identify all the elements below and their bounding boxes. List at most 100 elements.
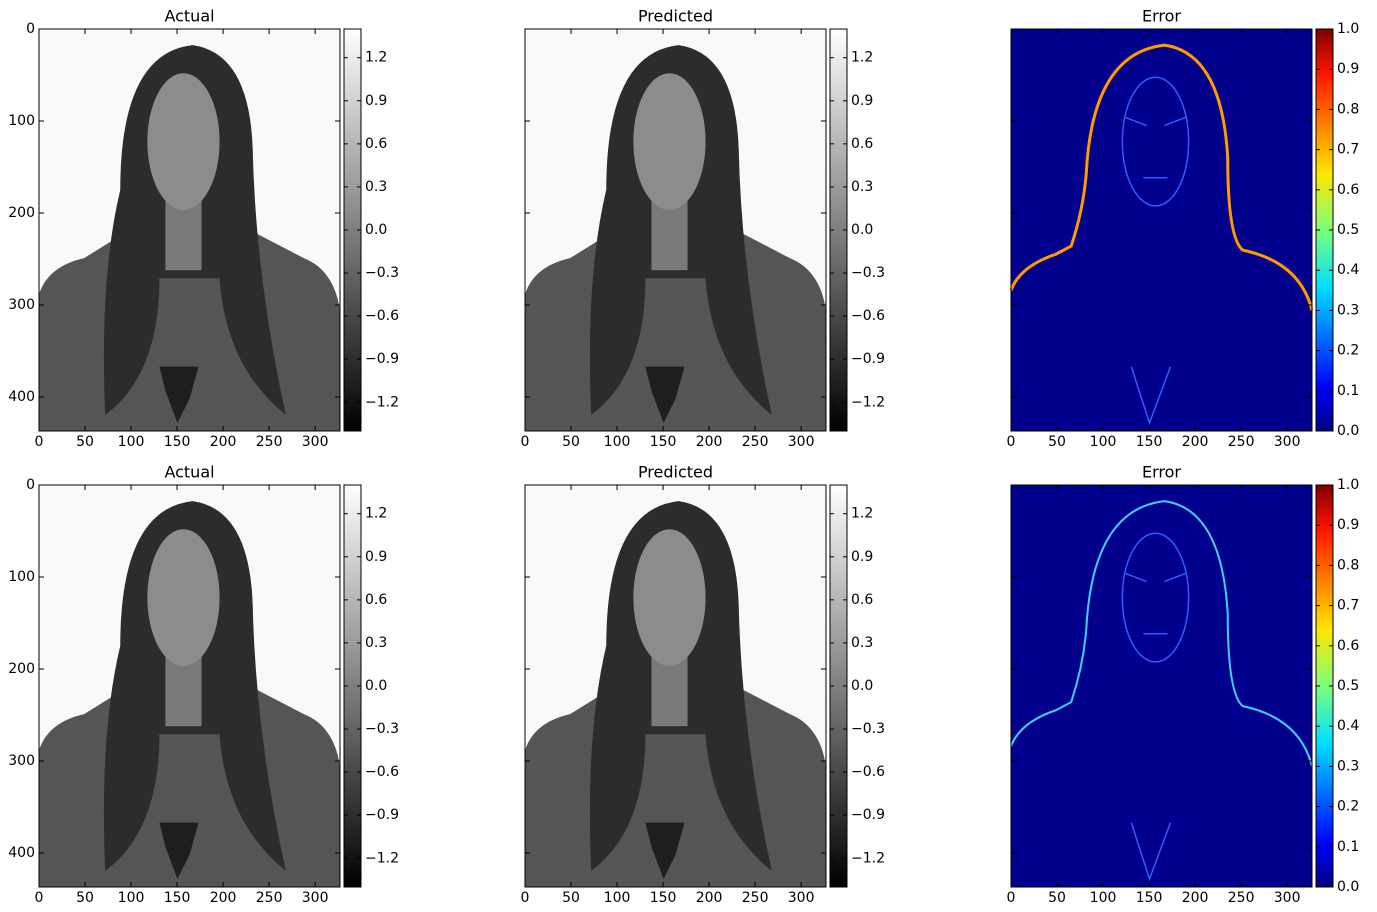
x-tick-label: 0 (35, 890, 44, 906)
colorbar-tick-label: 1.2 (365, 506, 387, 522)
y-tick-label: 0 (26, 21, 35, 37)
x-tick-label: 0 (1007, 434, 1016, 450)
x-tick-label: 200 (210, 890, 237, 906)
x-tick-label: 150 (164, 890, 191, 906)
y-tick-label: 100 (8, 569, 35, 585)
colorbar-tick-label: −1.2 (365, 394, 399, 410)
figure: Actual0501001502002503000100200300400−1.… (0, 0, 1377, 912)
x-tick-label: 100 (118, 434, 145, 450)
x-tick-label: 200 (696, 434, 723, 450)
y-tick-label: 300 (8, 297, 35, 313)
colorbar-tick-label: 0.6 (1337, 638, 1359, 654)
colorbar-tick-label: 0.1 (1337, 839, 1359, 855)
panel-title: Predicted (638, 7, 713, 26)
x-tick-label: 100 (1090, 890, 1117, 906)
colorbar-tick-label: −0.9 (851, 351, 885, 367)
colorbar-tick-label: 1.0 (1337, 21, 1359, 37)
colorbar-tick-label: 0.6 (365, 592, 387, 608)
colorbar-tick-label: 0.4 (1337, 262, 1359, 278)
x-tick-label: 0 (521, 890, 530, 906)
y-tick-label: 400 (8, 845, 35, 861)
colorbar-tick-label: −0.3 (851, 721, 885, 737)
image-background (1011, 485, 1312, 887)
x-tick-label: 250 (1228, 890, 1255, 906)
colorbar-tick-label: 0.0 (1337, 879, 1359, 895)
x-tick-label: 50 (562, 434, 580, 450)
x-tick-label: 150 (164, 434, 191, 450)
colorbar-tick-label: 1.0 (1337, 477, 1359, 493)
x-tick-label: 0 (1007, 890, 1016, 906)
colorbar-tick-label: −0.9 (365, 351, 399, 367)
colorbar-tick-label: 0.3 (365, 635, 387, 651)
colorbar-tick-label: 0.9 (1337, 61, 1359, 77)
colorbar-tick-label: 0.3 (365, 179, 387, 195)
colorbar-tick-label: 0.6 (851, 592, 873, 608)
page: Actual0501001502002503000100200300400−1.… (0, 0, 1377, 912)
colorbar-tick-label: 0.6 (365, 136, 387, 152)
x-tick-label: 250 (256, 434, 283, 450)
x-tick-label: 300 (1274, 434, 1301, 450)
image (1011, 29, 1312, 431)
y-tick-label: 200 (8, 205, 35, 221)
colorbar-tick-label: −0.9 (851, 807, 885, 823)
colorbar-tick-label: 0.0 (365, 678, 387, 694)
panel-title: Error (1142, 463, 1181, 482)
face (147, 73, 219, 210)
colorbar-tick-label: 0.9 (851, 549, 873, 565)
colorbar-tick-label: 0.9 (365, 549, 387, 565)
x-tick-label: 50 (1048, 434, 1066, 450)
colorbar-tick-label: 0.5 (1337, 678, 1359, 694)
x-tick-label: 200 (696, 890, 723, 906)
face (633, 73, 705, 210)
colorbar-tick-label: 0.1 (1337, 383, 1359, 399)
image (525, 29, 826, 431)
colorbar-tick-label: 0.9 (851, 93, 873, 109)
face (633, 529, 705, 666)
y-tick-label: 200 (8, 661, 35, 677)
colorbar-tick-label: 0.7 (1337, 142, 1359, 158)
image (1011, 485, 1312, 887)
x-tick-label: 250 (742, 434, 769, 450)
x-tick-label: 50 (562, 890, 580, 906)
colorbar-tick-label: 0.0 (851, 678, 873, 694)
x-tick-label: 300 (1274, 890, 1301, 906)
colorbar-tick-label: 1.2 (851, 506, 873, 522)
colorbar-tick-label: 0.7 (1337, 598, 1359, 614)
colorbar-tick-label: −0.3 (851, 265, 885, 281)
x-tick-label: 50 (76, 890, 94, 906)
colorbar-tick-label: −1.2 (365, 850, 399, 866)
x-tick-label: 300 (302, 890, 329, 906)
x-tick-label: 150 (1136, 434, 1163, 450)
x-tick-label: 300 (788, 890, 815, 906)
x-tick-label: 300 (302, 434, 329, 450)
colorbar-tick-label: 0.9 (365, 93, 387, 109)
colorbar-tick-label: 0.3 (851, 635, 873, 651)
y-tick-label: 0 (26, 477, 35, 493)
colorbar-tick-label: 0.6 (851, 136, 873, 152)
x-tick-label: 250 (1228, 434, 1255, 450)
colorbar-tick-label: −0.6 (851, 308, 885, 324)
x-tick-label: 100 (1090, 434, 1117, 450)
colorbar-tick-label: −0.3 (365, 721, 399, 737)
x-tick-label: 300 (788, 434, 815, 450)
y-tick-label: 100 (8, 113, 35, 129)
colorbar-tick-label: 1.2 (851, 50, 873, 66)
colorbar-tick-label: 1.2 (365, 50, 387, 66)
x-tick-label: 150 (650, 890, 677, 906)
y-tick-label: 300 (8, 753, 35, 769)
x-tick-label: 50 (76, 434, 94, 450)
x-tick-label: 0 (35, 434, 44, 450)
colorbar-tick-label: −0.9 (365, 807, 399, 823)
colorbar-tick-label: 0.0 (1337, 423, 1359, 439)
image (525, 485, 826, 887)
colorbar-tick-label: 0.0 (365, 222, 387, 238)
colorbar-tick-label: 0.0 (851, 222, 873, 238)
x-tick-label: 50 (1048, 890, 1066, 906)
x-tick-label: 100 (604, 890, 631, 906)
colorbar-tick-label: 0.9 (1337, 517, 1359, 533)
x-tick-label: 150 (650, 434, 677, 450)
colorbar-tick-label: 0.8 (1337, 101, 1359, 117)
colorbar-tick-label: 0.4 (1337, 718, 1359, 734)
colorbar-tick-label: 0.3 (1337, 302, 1359, 318)
x-tick-label: 250 (256, 890, 283, 906)
